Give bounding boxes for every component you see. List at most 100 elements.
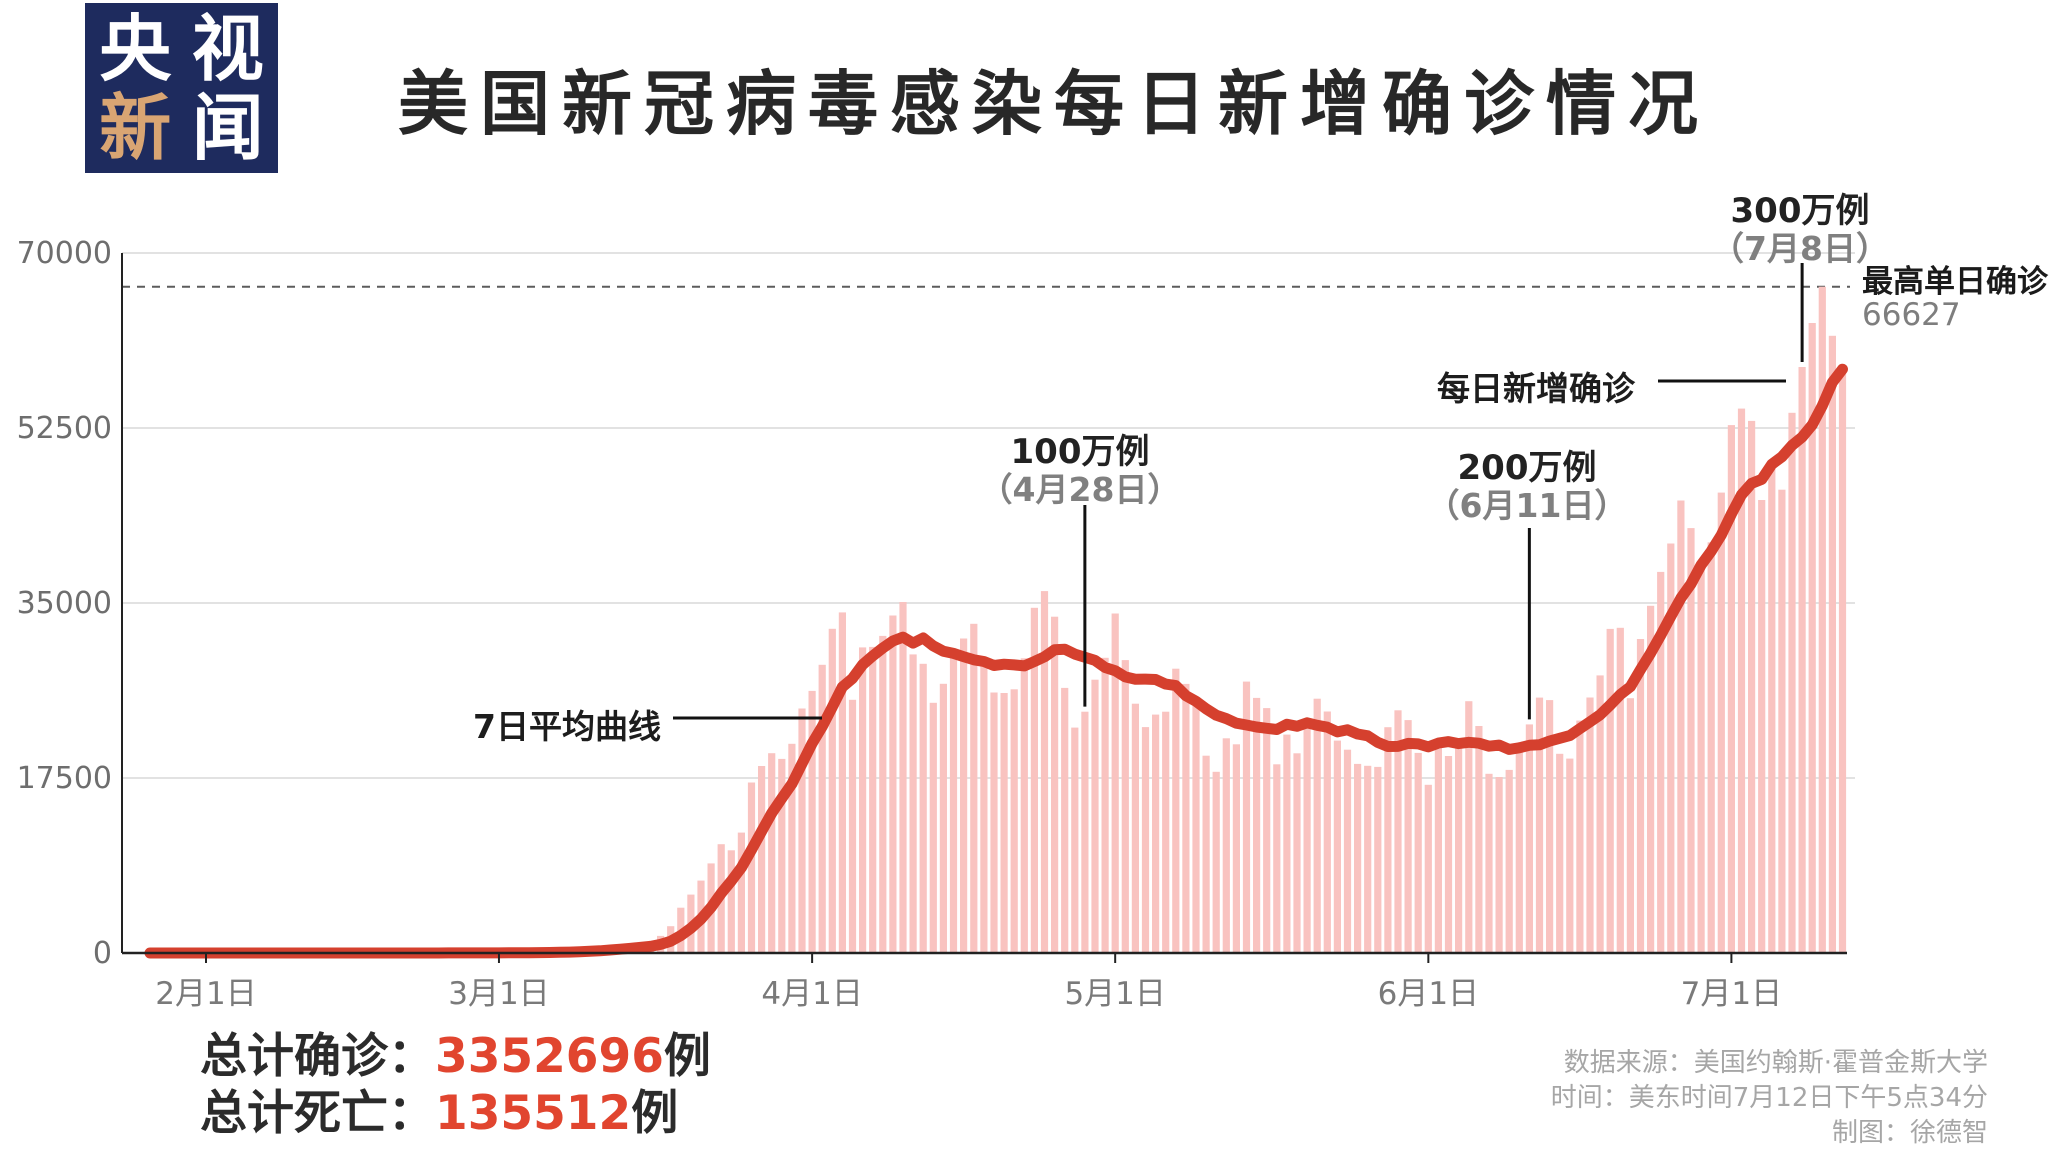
daily-cases-bar: [1596, 675, 1604, 953]
daily-cases-bar: [1535, 697, 1544, 953]
daily-cases-bar: [1556, 753, 1564, 953]
daily-cases-bar: [1374, 766, 1382, 953]
daily-cases-bar: [1636, 639, 1645, 953]
milestone-1m-date: （4月28日）: [979, 470, 1181, 509]
daily-cases-bar: [1626, 698, 1634, 953]
daily-cases-bar: [758, 766, 766, 953]
daily-cases-bar: [1333, 740, 1341, 953]
daily-cases-bar: [1505, 769, 1513, 953]
page-title: 美国新冠病毒感染每日新增确诊情况: [398, 63, 1710, 145]
daily-cases-bar: [1525, 724, 1533, 953]
daily-cases-bar: [1273, 764, 1281, 953]
x-tick-label: 6月1日: [1377, 976, 1480, 1012]
daily-cases-bar: [1808, 323, 1816, 953]
daily-cases-bar: [1253, 697, 1261, 953]
y-tick-label: 70000: [16, 236, 112, 271]
daily-cases-bar: [1293, 753, 1301, 953]
peak-value: 66627: [1862, 297, 1961, 333]
daily-cases-bar: [1152, 714, 1160, 953]
daily-cases-bar: [818, 664, 826, 953]
daily-cases-bar: [1414, 752, 1422, 953]
daily-cases-bar: [1717, 492, 1725, 953]
daily-cases-bar: [798, 708, 806, 953]
daily-cases-bar: [1101, 657, 1109, 953]
daily-cases-bar: [848, 699, 857, 953]
daily-cases-bar: [1404, 720, 1412, 953]
daily-cases-bar: [939, 683, 947, 953]
x-tick-label: 3月1日: [448, 976, 550, 1012]
daily-cases-bar: [1343, 749, 1352, 953]
daily-cases-bar: [949, 651, 958, 953]
total-confirmed-row: 总计确诊：3352696例: [200, 1028, 711, 1085]
daily-cases-bar: [1667, 543, 1675, 953]
daily-cases-bar: [879, 635, 887, 953]
daily-cases-bar: [1677, 500, 1685, 953]
daily-cases-bar: [1606, 628, 1614, 953]
daily-cases-bar: [980, 665, 988, 953]
logo-char-shi: 视: [191, 6, 264, 91]
milestone-2m: 200万例 （6月11日）: [1427, 448, 1628, 525]
daily-cases-bar: [1576, 720, 1584, 953]
milestone-1m: 100万例 （4月28日）: [979, 432, 1181, 509]
daily-cases-bar: [1748, 420, 1756, 953]
milestone-1m-label: 100万例: [1010, 432, 1150, 472]
daily-cases-bar: [1232, 744, 1240, 953]
daily-cases-bar: [1242, 681, 1251, 953]
daily-cases-bar: [1182, 683, 1190, 953]
total-deaths-value: 135512: [435, 1086, 632, 1141]
daily-cases-bar: [1081, 711, 1089, 953]
data-source-block: 数据来源：美国约翰斯·霍普金斯大学 时间：美东时间7月12日下午5点34分 制图…: [1551, 1046, 1988, 1151]
daily-cases-bar: [1768, 461, 1776, 953]
x-tick-label: 7月1日: [1680, 976, 1783, 1012]
daily-cases-bar: [1172, 668, 1180, 953]
daily-cases-bar: [838, 612, 846, 953]
daily-cases-bar: [1707, 542, 1715, 954]
daily-cases-bar: [1586, 697, 1594, 953]
logo-char-xin: 新: [99, 85, 172, 170]
cctv-news-logo: 央 视 新 闻: [85, 3, 278, 173]
daily-cases-bar: [1384, 727, 1392, 953]
daily-cases-bar: [1465, 701, 1473, 953]
y-tick-label: 0: [92, 936, 112, 971]
daily-cases-bar: [1485, 773, 1493, 953]
daily-cases-bar: [1020, 658, 1028, 953]
daily-cases-bar: [1303, 720, 1311, 953]
daily-cases-bar: [1758, 500, 1766, 953]
total-confirmed-label: 总计确诊：: [200, 1029, 435, 1084]
total-confirmed-unit: 例: [663, 1029, 711, 1084]
daily-cases-bar: [1354, 763, 1362, 953]
daily-cases-bar: [1546, 700, 1554, 953]
daily-cases-bar: [1313, 698, 1321, 953]
daily-cases-bar: [889, 615, 897, 953]
logo-char-yang: 央: [99, 6, 172, 91]
daily-cases-bar: [808, 690, 816, 953]
peak-label: 最高单日确诊: [1862, 264, 2048, 300]
daily-cases-bar: [727, 850, 735, 953]
source-line-2: 时间：美东时间7月12日下午5点34分: [1550, 1083, 1988, 1113]
y-tick-label: 17500: [16, 761, 112, 796]
daily-cases-bar: [828, 628, 836, 954]
daily-cases-bar: [929, 702, 937, 953]
daily-cases-bar: [1263, 708, 1271, 953]
daily-cases-bar: [1828, 335, 1836, 953]
daily-cases-bar: [1444, 756, 1453, 953]
daily-cases-bar: [1000, 693, 1008, 953]
daily-cases-bar: [1030, 607, 1038, 953]
daily-cases-bar: [1434, 739, 1442, 953]
x-tick-label: 4月1日: [761, 976, 863, 1012]
avg-curve-label: 7日平均曲线: [473, 707, 661, 746]
daily-cases-bar: [899, 602, 907, 953]
daily-cases-bar: [1212, 771, 1220, 953]
daily-cases-bar: [1111, 613, 1119, 953]
daily-cases-bar: [1061, 687, 1069, 953]
daily-cases-bar: [1647, 605, 1655, 953]
daily-cases-bar: [1657, 571, 1665, 953]
daily-cases-bar: [1788, 412, 1796, 953]
total-confirmed-value: 3352696: [435, 1029, 664, 1084]
total-deaths-label: 总计死亡：: [200, 1086, 435, 1141]
y-tick-label: 35000: [16, 586, 112, 621]
milestone-2m-label: 200万例: [1457, 448, 1597, 488]
daily-bars-label: 每日新增确诊: [1437, 369, 1635, 408]
